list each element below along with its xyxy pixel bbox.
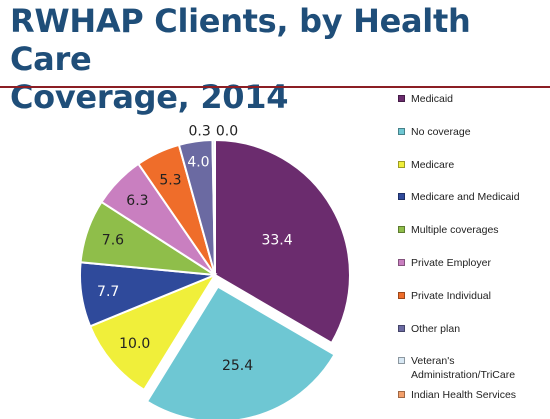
legend-item-private-individual: Private Individual	[398, 289, 550, 303]
chart-title-line-1: RWHAP Clients, by Health Care	[10, 2, 471, 78]
legend-item-private-employer: Private Employer	[398, 256, 550, 270]
chart-title: RWHAP Clients, by Health Care Coverage, …	[10, 2, 540, 116]
data-label-veteran-s-administration-tricare: 0.3	[189, 124, 211, 140]
legend-label: Veteran's Administration/TriCare	[411, 355, 516, 381]
data-label-no-coverage: 25.4	[222, 358, 253, 374]
data-label-private-individual: 5.3	[159, 173, 181, 189]
data-label-indian-health-services: 0.0	[216, 124, 238, 140]
legend-swatch	[398, 259, 405, 266]
legend-swatch	[398, 391, 405, 398]
data-label-medicaid: 33.4	[261, 232, 292, 248]
legend-label: Multiple coverages	[411, 224, 499, 236]
legend-item-no-coverage: No coverage	[398, 125, 550, 139]
pie-slice-medicaid	[214, 138, 351, 345]
legend-swatch	[398, 95, 405, 102]
legend-swatch	[398, 357, 405, 364]
legend-label: Medicare and Medicaid	[411, 191, 520, 203]
data-label-medicare-and-medicaid: 7.7	[97, 284, 119, 300]
legend-label: Private Individual	[411, 290, 491, 302]
pie-slice-no-coverage	[145, 285, 336, 419]
legend-item-medicare: Medicare	[398, 158, 550, 172]
legend-swatch	[398, 128, 405, 135]
legend-item-medicare-and-medicaid: Medicare and Medicaid	[398, 190, 550, 204]
data-label-other-plan: 4.0	[187, 154, 209, 170]
legend-label: Medicare	[411, 159, 455, 171]
legend-item-multiple-coverages: Multiple coverages	[398, 223, 550, 237]
legend-swatch	[398, 193, 405, 200]
pie-slice-veteran-s-administration-tricare	[211, 138, 216, 276]
legend-item-indian-health-services: Indian Health Services	[398, 388, 550, 402]
legend-swatch	[398, 226, 405, 233]
legend-label: Private Employer	[411, 257, 491, 269]
legend-item-veteran-s-administration-tricare: Veteran's Administration/TriCare	[398, 354, 550, 382]
legend-label: Medicaid	[411, 93, 454, 105]
legend-label: Other plan	[411, 323, 461, 335]
data-label-medicare: 10.0	[119, 336, 150, 352]
legend-swatch	[398, 325, 405, 332]
legend-item-other-plan: Other plan	[398, 322, 550, 336]
data-label-private-employer: 6.3	[126, 193, 148, 209]
title-divider	[0, 86, 550, 88]
pie-slice-medicare	[88, 272, 218, 392]
legend-label: No coverage	[411, 126, 471, 138]
data-label-multiple-coverages: 7.6	[102, 233, 124, 249]
legend-label: Indian Health Services	[411, 389, 517, 401]
legend-item-medicaid: Medicaid	[398, 92, 550, 106]
legend-swatch	[398, 292, 405, 299]
chart-title-line-2: Coverage, 2014	[10, 78, 289, 116]
legend-swatch	[398, 161, 405, 168]
